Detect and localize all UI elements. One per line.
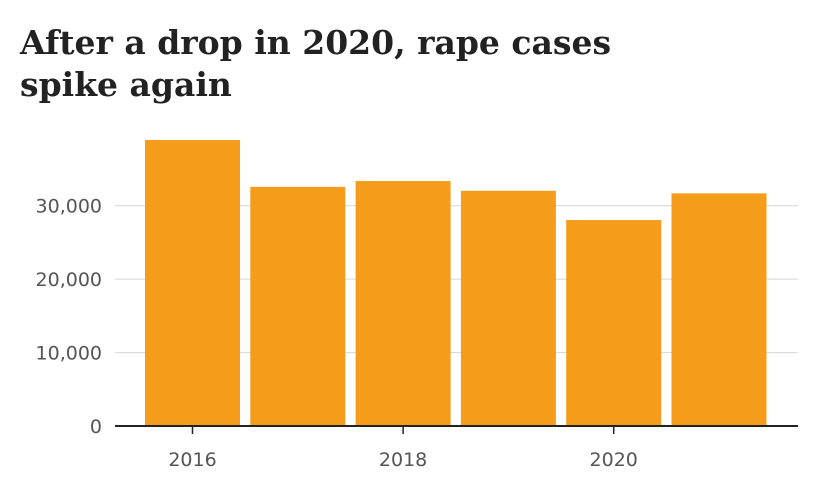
bar-2016 xyxy=(145,140,240,426)
x-axis-ticks: 2016 2018 2020 xyxy=(168,426,638,471)
bar-2017 xyxy=(250,186,346,426)
x-tick-label: 2018 xyxy=(379,449,427,471)
bar-2020 xyxy=(566,220,662,426)
x-tick-label: 2016 xyxy=(168,449,216,471)
bars xyxy=(145,140,767,426)
y-tick-label: 30,000 xyxy=(36,196,102,218)
y-tick-label: 0 xyxy=(90,416,102,438)
x-tick-label: 2020 xyxy=(590,449,638,471)
y-axis-ticks: 0 10,000 20,000 30,000 xyxy=(36,196,102,438)
bar-2018 xyxy=(355,181,451,426)
bar-2021 xyxy=(671,193,767,426)
y-tick-label: 20,000 xyxy=(36,269,102,291)
chart-title: After a drop in 2020, rape cases spike a… xyxy=(20,23,612,104)
y-tick-label: 10,000 xyxy=(36,343,102,365)
bar-2019 xyxy=(460,190,556,426)
